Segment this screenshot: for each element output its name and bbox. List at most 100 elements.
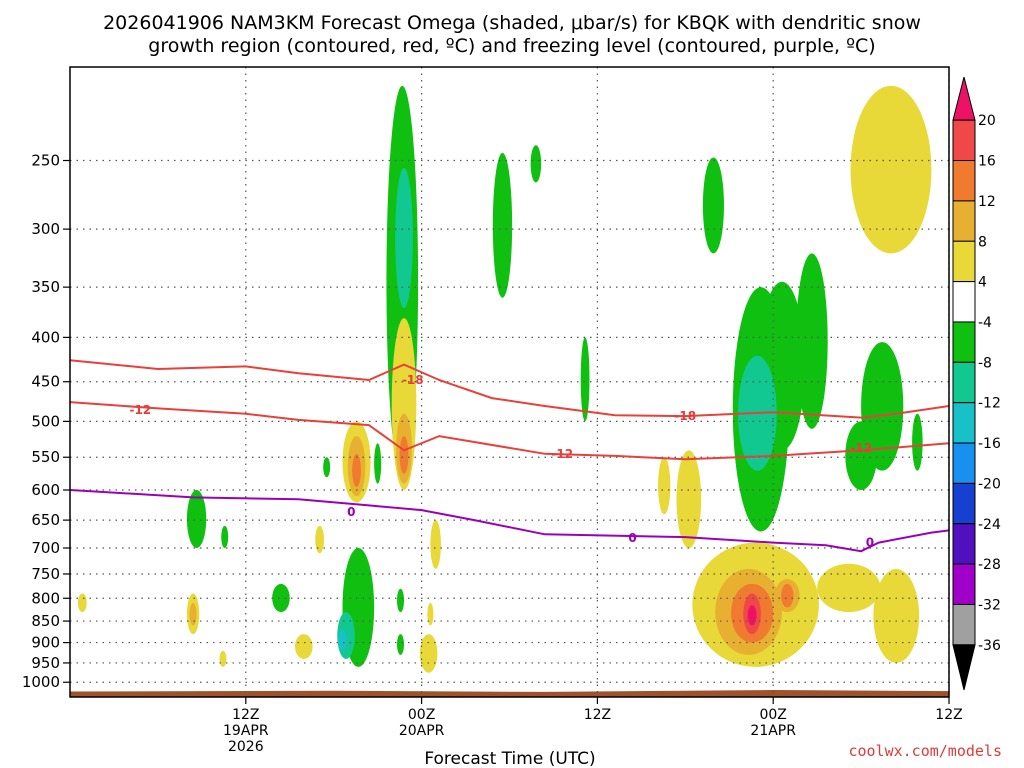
omega-region-39 — [658, 457, 671, 515]
omega-region-4 — [702, 157, 724, 254]
omega-region-47 — [781, 583, 794, 608]
y-tick-label-550: 550 — [31, 448, 60, 466]
y-tick-label-250: 250 — [31, 152, 60, 170]
x-tick-label-2-0: 12Z — [584, 707, 611, 723]
x-tick-label-3-1: 21APR — [750, 723, 796, 739]
colorbar-label-11: -28 — [978, 557, 1001, 573]
x-tick-label-4-0: 12Z — [935, 707, 962, 723]
x-axis-label: Forecast Time (UTC) — [424, 749, 595, 768]
omega-region-38 — [427, 602, 434, 626]
omega-region-22 — [396, 588, 405, 613]
omega-region-15 — [221, 525, 229, 549]
contour-label-minus12-1: -12 — [551, 447, 573, 461]
colorbar-swatch-6 — [952, 321, 976, 363]
y-tick-label-600: 600 — [31, 481, 60, 499]
contour-label-zero-2: 0 — [866, 536, 874, 550]
colorbar-label-6: -8 — [978, 355, 992, 371]
colorbar-swatch-7 — [952, 361, 976, 404]
y-tick-label-700: 700 — [31, 539, 60, 557]
omega-region-42 — [817, 563, 881, 613]
contour-lines: -18 -18 -12 -12 -12 0 0 0 — [70, 359, 949, 553]
omega-region-12 — [912, 413, 923, 471]
omega-region-43 — [873, 568, 920, 663]
x-tick-label-3-0: 00Z — [759, 707, 786, 723]
omega-region-18 — [272, 583, 290, 613]
contour-label-minus12-2: -12 — [850, 441, 872, 455]
omega-region-33 — [219, 650, 227, 667]
colorbar: 20 16 12 8 4 -4 -8 -12 -16 -20 -24 -28 -32 -36 — [952, 76, 1001, 691]
omega-shaded-regions — [77, 85, 932, 673]
y-tick-label-750: 750 — [31, 565, 60, 583]
omega-region-8 — [796, 253, 828, 429]
contour-label-minus12-0: -12 — [129, 403, 151, 417]
colorbar-label-9: -20 — [978, 476, 1001, 492]
colorbar-swatch-13 — [952, 603, 976, 646]
omega-region-31 — [189, 602, 197, 626]
colorbar-label-2: 12 — [978, 194, 996, 210]
omega-region-2 — [492, 152, 513, 298]
y-tick-label-1000: 1000 — [22, 673, 60, 691]
omega-region-17 — [374, 443, 382, 484]
colorbar-label-3: 8 — [978, 234, 987, 250]
colorbar-label-0: 20 — [978, 113, 996, 129]
colorbar-label-1: 16 — [978, 154, 996, 170]
omega-region-36 — [419, 634, 438, 673]
omega-region-1 — [395, 167, 413, 309]
credit-text: coolwx.com/models — [848, 742, 1002, 760]
omega-region-34 — [295, 634, 313, 659]
omega-region-21 — [338, 629, 347, 651]
colorbar-label-5: -4 — [978, 315, 992, 331]
y-tick-label-800: 800 — [31, 589, 60, 607]
ground-surface — [70, 690, 949, 697]
y-tick-label-900: 900 — [31, 634, 60, 652]
omega-region-5 — [850, 85, 932, 254]
contour-label-zero-0: 0 — [347, 505, 355, 519]
chart-title-line-2: growth region (contoured, red, ºC) and f… — [148, 35, 875, 57]
colorbar-swatch-11 — [952, 523, 976, 565]
omega-region-14 — [186, 489, 207, 549]
contour-minus12 — [70, 401, 949, 461]
colorbar-swatch-10 — [952, 482, 976, 525]
contour-zero — [70, 489, 949, 553]
colorbar-swatch-1 — [952, 119, 976, 162]
y-axis-ticks: 250 300 350 400 450 500 550 600 650 700 750 800 850 9… — [22, 152, 70, 691]
colorbar-label-4: 4 — [978, 275, 987, 291]
y-tick-label-500: 500 — [31, 412, 60, 430]
x-tick-label-1-0: 00Z — [408, 707, 435, 723]
omega-region-35 — [315, 525, 325, 554]
colorbar-label-13: -36 — [978, 638, 1001, 654]
x-tick-label-0-1: 19APR — [223, 723, 269, 739]
colorbar-swatch-3 — [952, 200, 976, 242]
omega-region-32 — [77, 593, 87, 613]
y-tick-label-850: 850 — [31, 612, 60, 630]
y-tick-label-950: 950 — [31, 654, 60, 672]
y-tick-label-400: 400 — [31, 328, 60, 346]
colorbar-label-12: -32 — [978, 597, 1001, 613]
contour-minus18 — [70, 359, 949, 419]
y-tick-label-300: 300 — [31, 220, 60, 238]
omega-region-3 — [530, 145, 542, 183]
omega-region-41 — [676, 450, 702, 549]
ground-fill — [70, 690, 949, 697]
colorbar-swatch-12 — [952, 563, 976, 605]
omega-region-16 — [323, 457, 331, 478]
colorbar-swatch-9 — [952, 442, 976, 484]
colorbar-swatch-4 — [952, 240, 976, 283]
x-tick-label-0-2: 2026 — [228, 739, 264, 755]
omega-region-49 — [747, 605, 757, 626]
colorbar-bottom-arrow — [952, 644, 976, 691]
y-tick-label-350: 350 — [31, 278, 60, 296]
omega-region-29 — [352, 453, 361, 487]
colorbar-swatch-8 — [952, 402, 976, 444]
omega-region-13 — [580, 337, 590, 422]
colorbar-swatch-5 — [952, 281, 976, 323]
omega-region-26 — [399, 436, 409, 474]
contour-label-minus18-0: -18 — [402, 373, 424, 387]
omega-region-11 — [845, 421, 877, 490]
omega-region-37 — [430, 520, 441, 569]
colorbar-label-10: -24 — [978, 517, 1001, 533]
y-tick-label-650: 650 — [31, 511, 60, 529]
chart-title-line-1: 2026041906 NAM3KM Forecast Omega (shaded… — [103, 12, 921, 34]
contour-label-zero-1: 0 — [628, 531, 636, 545]
